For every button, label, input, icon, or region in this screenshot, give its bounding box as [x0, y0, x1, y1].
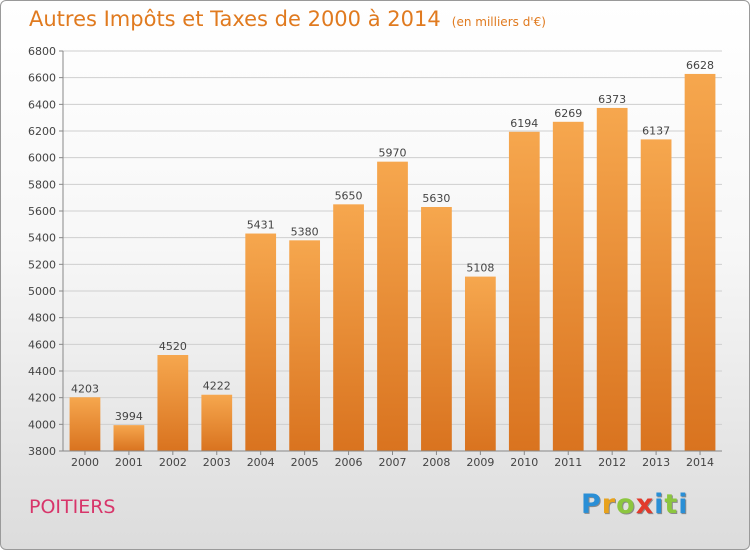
y-tick-label: 4000	[28, 418, 56, 431]
bar-2003	[201, 394, 233, 451]
y-tick-label: 4800	[28, 312, 56, 325]
y-tick-label: 4600	[28, 338, 56, 351]
bar-value-label: 3994	[115, 410, 143, 423]
bar-value-label: 4203	[71, 382, 99, 395]
bar-value-label: 4520	[159, 340, 187, 353]
y-tick-label: 5000	[28, 285, 56, 298]
y-tick-label: 5200	[28, 258, 56, 271]
bar-2000	[69, 397, 101, 451]
bar-2012	[596, 107, 628, 451]
y-tick-label: 6200	[28, 125, 56, 138]
bar-2005	[289, 240, 321, 451]
y-tick-label: 5400	[28, 232, 56, 245]
bar-value-label: 6628	[686, 59, 714, 72]
x-tick-label: 2014	[686, 456, 714, 469]
bar-2008	[421, 207, 452, 451]
city-label: POITIERS	[29, 496, 116, 518]
x-tick-label: 2003	[203, 456, 231, 469]
brand-logo-letter: r	[601, 489, 617, 520]
brand-logo-letter: P	[581, 489, 602, 520]
bar-2006	[333, 204, 364, 451]
x-tick-label: 2006	[335, 456, 363, 469]
bars-layer	[69, 73, 716, 452]
brand-logo-letter: i	[678, 489, 689, 520]
bar-value-label: 5970	[379, 147, 407, 160]
axis-layer: 3800 4000 4200 4400 4600 4800 5000 5200 5400 5600…	[28, 45, 722, 469]
bar-2002	[157, 355, 189, 451]
x-tick-label: 2005	[291, 456, 319, 469]
brand-logo: Proxiti	[581, 489, 689, 520]
bar-2010	[508, 131, 540, 452]
bar-2001	[113, 425, 145, 451]
x-tick-label: 2009	[466, 456, 494, 469]
brand-logo-letter: x	[635, 489, 655, 520]
bar-value-label: 6373	[598, 93, 626, 106]
y-tick-label: 3800	[28, 445, 56, 458]
x-tick-label: 2007	[379, 456, 407, 469]
bar-value-label: 5630	[422, 192, 450, 205]
chart-unit: (en milliers d'€)	[451, 15, 546, 29]
y-tick-label: 5800	[28, 178, 56, 191]
bar-value-label: 5108	[466, 262, 494, 275]
bar-2009	[464, 276, 496, 451]
x-tick-label: 2008	[422, 456, 450, 469]
y-tick-label: 5600	[28, 205, 56, 218]
brand-logo-letter: o	[616, 489, 636, 520]
brand-logo-letter: i	[654, 489, 665, 520]
x-tick-label: 2001	[115, 456, 143, 469]
x-tick-label: 2002	[159, 456, 187, 469]
brand-logo-letter: t	[664, 489, 679, 520]
bar-value-label: 5650	[335, 189, 363, 202]
y-tick-label: 6600	[28, 72, 56, 85]
bar-2014	[684, 73, 716, 451]
bar-2013	[640, 139, 672, 451]
x-tick-label: 2011	[554, 456, 582, 469]
bar-value-label: 5380	[291, 225, 319, 238]
bar-value-label: 6194	[510, 117, 538, 130]
bar-2011	[552, 121, 584, 452]
y-tick-label: 6400	[28, 98, 56, 111]
bar-value-label: 6269	[554, 107, 582, 120]
bar-value-label: 6137	[642, 124, 670, 137]
bar-value-label: 4222	[203, 380, 231, 393]
x-tick-label: 2010	[510, 456, 538, 469]
bar-2004	[245, 233, 277, 451]
y-tick-label: 6800	[28, 45, 56, 58]
labels-layer: 4203 3994 4520 4222 5431 5380 5650 5970 5630 5108…	[71, 59, 714, 423]
bar-2007	[377, 161, 408, 451]
y-tick-label: 6000	[28, 152, 56, 165]
x-tick-label: 2013	[642, 456, 670, 469]
y-tick-label: 4200	[28, 392, 56, 405]
y-tick-label: 4400	[28, 365, 56, 378]
x-tick-label: 2012	[598, 456, 626, 469]
x-tick-label: 2000	[71, 456, 99, 469]
chart-title: Autres Impôts et Taxes de 2000 à 2014	[29, 7, 441, 31]
x-tick-label: 2004	[247, 456, 275, 469]
bar-value-label: 5431	[247, 219, 275, 232]
title-row: Autres Impôts et Taxes de 2000 à 2014 (e…	[29, 7, 546, 31]
